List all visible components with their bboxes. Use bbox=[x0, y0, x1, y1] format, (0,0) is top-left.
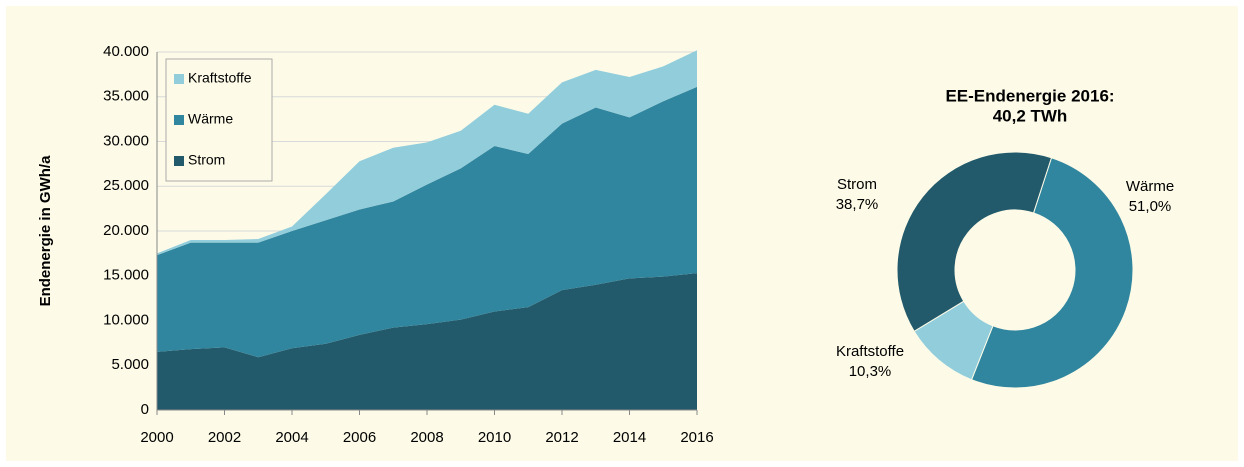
x-tick-label: 2000 bbox=[140, 429, 173, 446]
y-tick-label: 0 bbox=[141, 401, 149, 418]
donut-title: 40,2 TWh bbox=[993, 106, 1068, 125]
legend-swatch bbox=[174, 115, 184, 125]
area bbox=[157, 86, 697, 358]
legend-label: Wärme bbox=[188, 111, 233, 127]
y-tick-label: 35.000 bbox=[103, 88, 149, 105]
donut-value-label: 10,3% bbox=[849, 363, 892, 380]
legend-swatch bbox=[174, 74, 184, 84]
x-tick-label: 2012 bbox=[545, 429, 578, 446]
y-tick-label: 40.000 bbox=[103, 43, 149, 60]
y-tick-label: 25.000 bbox=[103, 177, 149, 194]
donut-label: Strom bbox=[837, 176, 877, 193]
x-tick-label: 2016 bbox=[680, 429, 713, 446]
donut-label: Wärme bbox=[1126, 178, 1174, 195]
y-axis-label: Endenergie in GWh/a bbox=[37, 155, 54, 307]
donut-segment bbox=[970, 157, 1134, 389]
y-tick-label: 5.000 bbox=[111, 356, 149, 373]
y-tick-label: 30.000 bbox=[103, 132, 149, 149]
x-tick-label: 2014 bbox=[613, 429, 646, 446]
x-tick-label: 2008 bbox=[410, 429, 443, 446]
donut-value-label: 51,0% bbox=[1129, 198, 1172, 215]
y-tick-label: 20.000 bbox=[103, 222, 149, 239]
area bbox=[157, 273, 697, 410]
legend-label: Strom bbox=[188, 152, 225, 168]
x-tick-label: 2004 bbox=[275, 429, 308, 446]
legend-label: Kraftstoffe bbox=[188, 70, 252, 86]
donut-value-label: 38,7% bbox=[836, 196, 879, 213]
y-tick-label: 15.000 bbox=[103, 267, 149, 284]
y-tick-label: 10.000 bbox=[103, 311, 149, 328]
donut-segment bbox=[896, 151, 1053, 333]
x-tick-label: 2006 bbox=[343, 429, 376, 446]
donut-title: EE-Endenergie 2016: bbox=[945, 86, 1114, 105]
donut-label: Kraftstoffe bbox=[836, 343, 904, 360]
x-tick-label: 2010 bbox=[478, 429, 511, 446]
x-tick-label: 2002 bbox=[208, 429, 241, 446]
legend-swatch bbox=[174, 156, 184, 166]
area bbox=[157, 50, 697, 256]
